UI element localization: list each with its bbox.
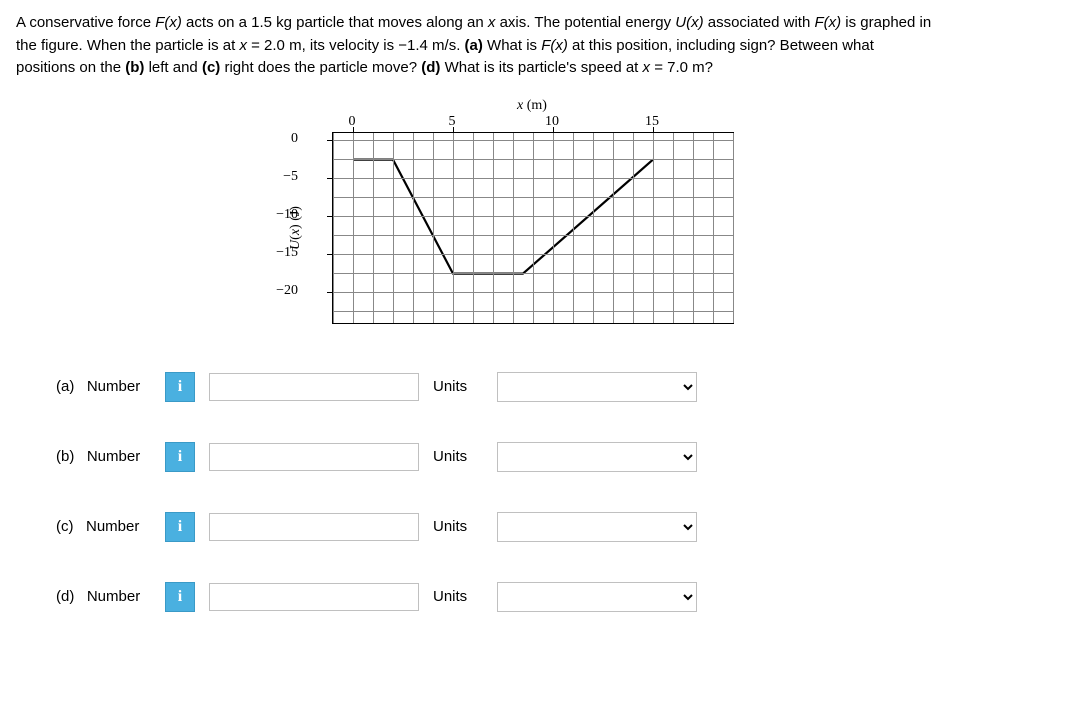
y-tick-label: −10 [276,207,298,223]
number-input[interactable] [209,373,419,401]
text: What is its particle's speed at [440,59,642,76]
problem-statement: A conservative force F(x) acts on a 1.5 … [16,12,1050,80]
answer-row-a: (a) Number i Units [56,372,1050,402]
x-axis-label: x (m) [332,98,732,114]
units-select[interactable] [497,582,697,612]
text: acts on a 1.5 kg particle that moves alo… [182,14,488,31]
answer-row-b: (b) Number i Units [56,442,1050,472]
units-label: Units [433,518,483,535]
x-tick-label: 10 [545,114,559,130]
answer-row-c: (c) Number i Units [56,512,1050,542]
units-select[interactable] [497,372,697,402]
part-label: (a) Number [56,378,151,395]
text: right does the particle move? [220,59,421,76]
answers-section: (a) NumberiUnits(b) NumberiUnits(c) Numb… [56,372,1050,612]
part-label: (b) Number [56,448,151,465]
x-tick-label: 0 [349,114,356,130]
units-label: Units [433,448,483,465]
number-input[interactable] [209,583,419,611]
part-d-label: (d) [421,59,440,76]
part-label: (d) Number [56,588,151,605]
text: axis. The potential energy [495,14,675,31]
chart-grid [332,132,734,324]
text: = 2.0 m, its velocity is −1.4 m/s. [247,37,465,54]
x-symbol: x [239,37,247,54]
text: left and [144,59,202,76]
fx-symbol: F(x) [155,14,182,31]
y-tick-label: −15 [276,245,298,261]
part-c-label: (c) [202,59,220,76]
number-input[interactable] [209,443,419,471]
units-label: Units [433,378,483,395]
y-tick-label: −20 [276,283,298,299]
chart-container: x (m) 051015 U(x) (J) 0−5−10−15−20 [16,98,1050,324]
units-select[interactable] [497,512,697,542]
y-tick-label: 0 [291,131,298,147]
x-tick-row: 0 5 10 15 [332,114,732,132]
text: at this position, including sign? Betwee… [568,37,874,54]
x-tick-label: 15 [645,114,659,130]
x-symbol: x [643,59,651,76]
fx-symbol: F(x) [814,14,841,31]
text: the figure. When the particle is at [16,37,239,54]
number-input[interactable] [209,513,419,541]
text: associated with [704,14,815,31]
text: A conservative force [16,14,155,31]
info-icon[interactable]: i [165,582,195,612]
units-label: Units [433,588,483,605]
part-b-label: (b) [125,59,144,76]
text: What is [483,37,541,54]
info-icon[interactable]: i [165,512,195,542]
part-label: (c) Number [56,518,151,535]
answer-row-d: (d) Number i Units [56,582,1050,612]
info-icon[interactable]: i [165,372,195,402]
fx-symbol: F(x) [541,37,568,54]
x-tick-label: 5 [449,114,456,130]
text: = 7.0 m? [650,59,713,76]
info-icon[interactable]: i [165,442,195,472]
y-tick-label: −5 [283,169,298,185]
text: is graphed in [841,14,931,31]
text: positions on the [16,59,125,76]
ux-symbol: U(x) [675,14,703,31]
units-select[interactable] [497,442,697,472]
part-a-label: (a) [465,37,483,54]
